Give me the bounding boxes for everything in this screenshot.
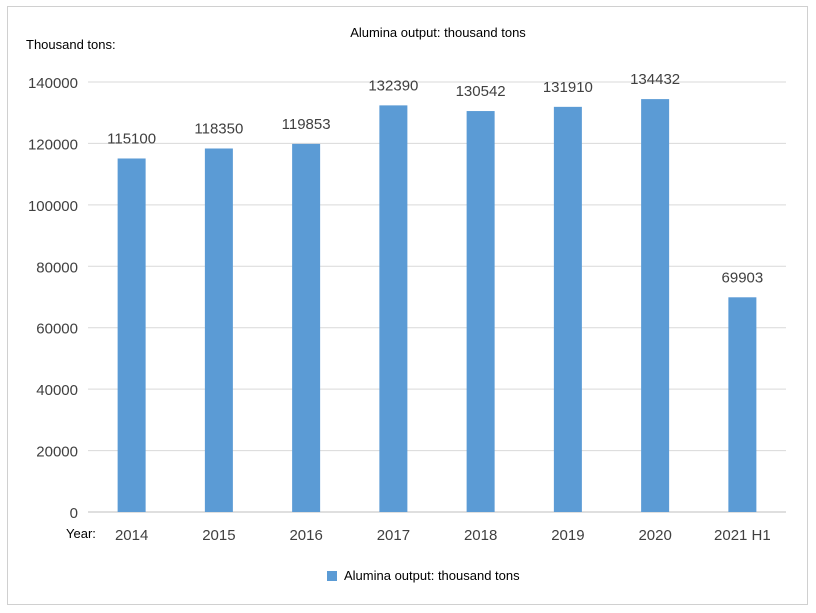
bars xyxy=(117,99,757,513)
y-tick-label: 80000 xyxy=(36,259,78,276)
data-label: 119853 xyxy=(282,116,331,133)
bar xyxy=(553,106,582,513)
y-tick-label: 60000 xyxy=(36,321,78,338)
legend: Alumina output: thousand tons xyxy=(327,568,520,583)
x-tick-label: 2018 xyxy=(464,527,497,544)
x-tick-label: 2016 xyxy=(289,527,322,544)
y-axis-label: Thousand tons: xyxy=(26,37,116,52)
y-tick-label: 40000 xyxy=(36,382,78,399)
bar xyxy=(466,111,495,513)
y-tick-label: 140000 xyxy=(28,75,78,92)
data-label: 118350 xyxy=(194,120,243,137)
x-tick-label: 2014 xyxy=(115,527,148,544)
x-tick-label: 2017 xyxy=(377,527,410,544)
data-label: 115100 xyxy=(107,130,156,147)
data-label: 134432 xyxy=(630,71,680,88)
x-tick-label: 2020 xyxy=(638,527,671,544)
gridlines xyxy=(88,81,786,513)
bar xyxy=(728,297,757,512)
y-tick-label: 0 xyxy=(70,505,78,522)
legend-label: Alumina output: thousand tons xyxy=(344,568,520,583)
x-tick-labels: 2014 2015 2016 2017 2018 2019 2020 2021 H1 xyxy=(115,527,771,544)
x-tick-label: 2015 xyxy=(202,527,235,544)
x-axis-label: Year: xyxy=(66,526,96,541)
x-tick-label: 2021 H1 xyxy=(714,527,771,544)
y-tick-labels: 0 20000 40000 60000 80000 100000 120000 140000 xyxy=(28,75,78,522)
bar xyxy=(641,99,670,512)
y-tick-label: 100000 xyxy=(28,198,78,215)
data-label: 132390 xyxy=(368,77,418,94)
bar xyxy=(292,143,321,512)
data-label: 69903 xyxy=(722,269,764,286)
legend-swatch xyxy=(327,571,337,581)
y-tick-label: 120000 xyxy=(28,136,78,153)
bar xyxy=(379,105,408,513)
bar xyxy=(204,148,233,512)
x-tick-label: 2019 xyxy=(551,527,584,544)
data-label: 130542 xyxy=(456,83,506,100)
y-tick-label: 20000 xyxy=(36,444,78,461)
data-label: 131910 xyxy=(543,79,593,96)
data-labels: 115100 118350 119853 132390 130542 131910 1344… xyxy=(107,71,763,286)
bar xyxy=(117,158,146,512)
chart-title: Alumina output: thousand tons xyxy=(350,25,526,40)
